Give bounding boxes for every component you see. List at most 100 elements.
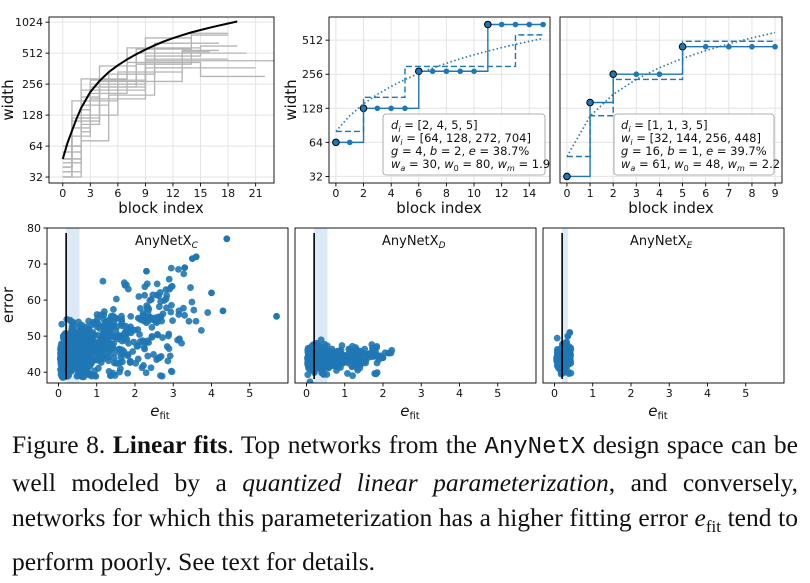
scatter-point [223, 235, 231, 243]
data-point [772, 43, 778, 50]
series-net15 [62, 42, 183, 173]
data-point [633, 71, 640, 78]
data-point [563, 172, 571, 181]
scatter-point [95, 354, 103, 362]
data-point [414, 67, 423, 76]
scatter-point [163, 343, 171, 350]
scatter-point [59, 334, 67, 342]
scatter-point [135, 293, 143, 300]
scatter-point [69, 326, 77, 334]
scatter-point [562, 352, 569, 359]
scatter-point [77, 365, 85, 373]
data-point [402, 105, 408, 112]
scatter-point [175, 265, 182, 273]
scatter-point [304, 371, 312, 379]
scatter-point [143, 267, 150, 275]
scatter-point [349, 372, 357, 380]
scatter-point [124, 285, 132, 293]
width-all-plot: 0 3 6 9 12 15 18 21 32 64 128 256 512 1024 block ind… [0, 16, 275, 217]
width-all-xlabel: block index [118, 199, 204, 217]
scatter-point [169, 317, 176, 324]
width-example-1-frame [328, 16, 551, 184]
scatter-point [83, 341, 91, 349]
scatter-point [79, 324, 87, 332]
error-D-points [304, 336, 396, 383]
scatter-point [124, 369, 132, 377]
x-tick-label: 14 [522, 187, 536, 200]
error-C-plot: 0 1 2 3 4 5 40 50 60 70 80 AnyNetXC efit error [0, 222, 289, 422]
width-example-1-lines [332, 20, 546, 147]
x-tick-label: 5 [742, 387, 749, 400]
series-quantized [566, 40, 776, 158]
series-quantized [335, 34, 544, 133]
scatter-point [126, 358, 134, 366]
example-2-legend-l2: wi = [32, 144, 256, 448] [621, 131, 761, 147]
scatter-point [153, 280, 161, 288]
y-tick-label: 64 [309, 136, 323, 149]
scatter-point [564, 332, 572, 340]
scatter-point [142, 369, 150, 377]
scatter-point [144, 352, 152, 360]
scatter-point [373, 343, 381, 350]
scatter-point [87, 333, 95, 341]
data-point [749, 43, 755, 50]
scatter-point [190, 306, 198, 314]
error-E-band [562, 228, 568, 383]
x-tick-label: 6 [702, 187, 709, 200]
scatter-point [150, 351, 157, 358]
scatter-point [141, 291, 149, 299]
scatter-point [343, 352, 351, 360]
data-point [586, 98, 594, 107]
x-tick-label: 12 [166, 187, 180, 200]
scatter-point [149, 291, 157, 299]
scatter-point [554, 351, 562, 359]
scatter-point [181, 311, 188, 319]
error-E-xticks: 0 1 2 3 4 5 [551, 383, 749, 400]
fit-band [562, 228, 568, 383]
scatter-point [94, 320, 101, 327]
data-point [498, 21, 505, 28]
x-tick-label: 0 [551, 387, 558, 400]
scatter-point [101, 333, 109, 341]
scatter-point [315, 347, 323, 355]
scatter-point [84, 364, 92, 372]
width-example-2-lines [563, 31, 778, 181]
scatter-point [110, 349, 118, 357]
series-net13 [62, 32, 229, 153]
scatter-point [197, 326, 205, 334]
scatter-point [118, 346, 126, 354]
scatter-point [371, 370, 379, 377]
y-tick-label: 128 [302, 102, 323, 115]
scatter-point [110, 306, 117, 313]
scatter-point [112, 295, 120, 303]
scatter-point [157, 313, 165, 320]
caption-text-4: tend to perform poorly. See text for det… [12, 503, 798, 577]
scatter-point [85, 370, 92, 378]
scatter-point [306, 378, 314, 383]
data-point [429, 68, 436, 75]
width-example-1-xticks: 0 2 4 6 8 10 12 14 [332, 183, 536, 200]
scatter-point [136, 304, 144, 312]
scatter-point [166, 352, 174, 360]
scatter-point [140, 362, 147, 369]
scatter-point [111, 372, 119, 379]
caption-bold-title: Linear fits [112, 430, 228, 459]
series-linear [566, 31, 776, 157]
scatter-point [566, 344, 574, 352]
caption-efit: e [694, 503, 706, 532]
figure-caption: Figure 8. Linear fits. Top networks from… [12, 427, 798, 579]
x-tick-label: 3 [418, 387, 425, 400]
y-tick-label: 512 [22, 47, 43, 60]
scatter-point [72, 337, 79, 345]
x-tick-label: 3 [87, 187, 94, 200]
data-point [702, 43, 709, 50]
x-tick-label: 5 [246, 387, 253, 400]
caption-text-2: design space can be well modeled by a [12, 430, 798, 497]
scatter-point [338, 342, 346, 349]
x-tick-label: 2 [360, 187, 367, 200]
width-all-lines [61, 20, 274, 178]
scatter-point [323, 357, 331, 364]
x-tick-label: 6 [114, 187, 121, 200]
error-D-title: AnyNetXD [382, 234, 446, 251]
